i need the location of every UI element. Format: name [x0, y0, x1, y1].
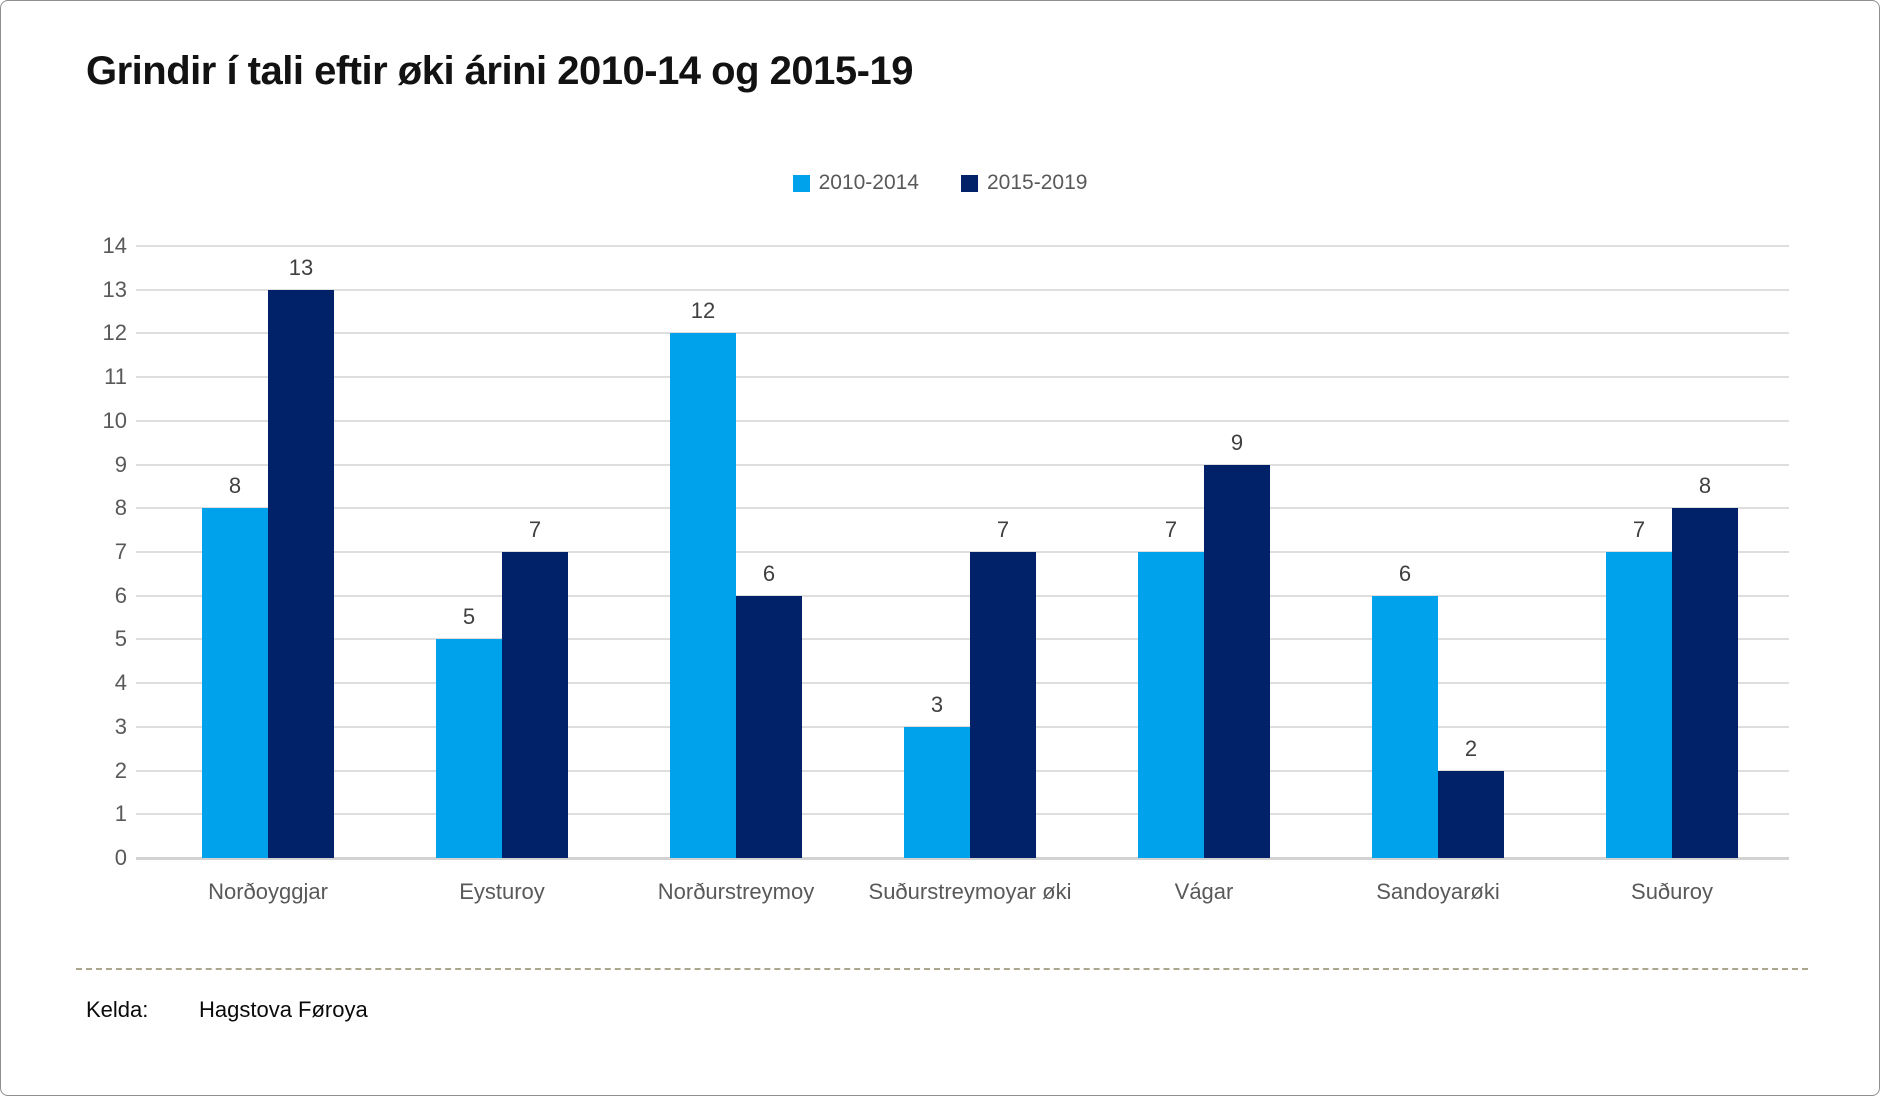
y-axis-tick-label: 4: [114, 670, 127, 696]
y-axis-tick-label: 10: [102, 407, 127, 433]
y-axis-tick-label: 9: [114, 451, 127, 477]
bar-2010-2014-Sandoyarøki: [1372, 595, 1438, 858]
gridline: [136, 551, 1789, 553]
bar-data-label: 5: [462, 604, 476, 630]
y-axis-tick-label: 13: [102, 276, 127, 302]
gridline: [136, 594, 1789, 597]
x-axis-category-label: Norðurstreymoy: [657, 879, 815, 904]
bar-data-label: 9: [1230, 429, 1244, 455]
chart-title: Grindir í tali eftir øki árini 2010-14 o…: [86, 49, 913, 93]
y-axis-tick-label: 1: [114, 801, 127, 827]
x-axis-category-label: Suðuroy: [1631, 879, 1713, 904]
gridline: [136, 507, 1789, 510]
legend-label: 2010-2014: [818, 171, 919, 194]
y-axis-tick-label: 14: [102, 233, 127, 258]
x-axis-line: [136, 857, 1789, 860]
y-axis-tick-label: 11: [104, 364, 127, 390]
bar-2015-2019-Suðuroy: [1672, 508, 1738, 858]
x-axis-category-label: Sandoyarøki: [1376, 879, 1500, 904]
gridline: [136, 376, 1789, 379]
x-axis-category-label: Suðurstreymoyar øki: [868, 879, 1072, 904]
gridline: [136, 288, 1789, 291]
bar-2015-2019-Norðurstreymoy: [736, 595, 802, 858]
bar-2015-2019-Vágar: [1204, 464, 1270, 858]
bar-2010-2014-Norðoyggjar: [202, 508, 268, 858]
bar-2015-2019-Norðoyggjar: [268, 289, 334, 858]
gridline: [136, 463, 1789, 466]
bar-data-label: 12: [690, 298, 716, 324]
bar-2010-2014-Suðurstreymoyar øki: [904, 726, 970, 858]
bar-data-label: 6: [762, 560, 776, 586]
bar-2015-2019-Eysturoy: [502, 552, 568, 858]
bar-data-label: 8: [1698, 473, 1712, 499]
gridline: [136, 682, 1789, 685]
legend-label: 2015-2019: [987, 171, 1088, 194]
gridline: [136, 245, 1789, 247]
bar-data-label: 3: [930, 691, 944, 717]
x-axis-category-label: Vágar: [1174, 879, 1234, 904]
gridline: [136, 419, 1789, 422]
bar-data-label: 13: [288, 254, 314, 280]
gridline: [136, 332, 1789, 335]
legend-swatch-icon: [961, 174, 978, 192]
y-axis-tick-label: 8: [114, 495, 127, 521]
y-axis-tick-label: 6: [114, 582, 127, 608]
y-axis-tick-label: 7: [114, 539, 127, 564]
bar-2010-2014-Suðuroy: [1606, 552, 1672, 858]
y-axis-tick-label: 12: [102, 320, 127, 346]
bar-2010-2014-Vágar: [1138, 552, 1204, 858]
legend: 2010-2014 2015-2019: [1, 171, 1879, 195]
bar-2015-2019-Suðurstreymoyar øki: [970, 552, 1036, 858]
x-axis-category-label: Eysturoy: [459, 879, 545, 904]
x-axis-category-label: Norðoyggjar: [208, 879, 328, 904]
gridline: [136, 638, 1789, 641]
y-axis-tick-label: 3: [114, 713, 127, 739]
legend-swatch-icon: [792, 174, 810, 192]
y-axis-tick-label: 5: [114, 626, 127, 652]
bar-2015-2019-Sandoyarøki: [1438, 770, 1504, 858]
bar-data-label: 7: [1164, 517, 1178, 542]
y-axis-tick-label: 0: [114, 845, 127, 870]
y-axis-tick-label: 2: [114, 757, 127, 783]
bar-2010-2014-Eysturoy: [436, 639, 502, 858]
legend-item: 2015-2019: [961, 171, 1087, 195]
footer-separator-line: [76, 968, 1808, 970]
source-value: Hagstova Føroya: [199, 997, 368, 1022]
source-label: Kelda:: [86, 997, 149, 1022]
bar-data-label: 6: [1398, 560, 1412, 586]
bar-data-label: 2: [1464, 735, 1478, 761]
bar-2010-2014-Norðurstreymoy: [670, 333, 736, 858]
bar-data-label: 7: [1632, 517, 1646, 542]
bar-data-label: 7: [528, 517, 542, 542]
bar-data-label: 7: [996, 517, 1010, 542]
legend-item: 2010-2014: [792, 171, 919, 195]
bar-data-label: 8: [228, 473, 242, 499]
